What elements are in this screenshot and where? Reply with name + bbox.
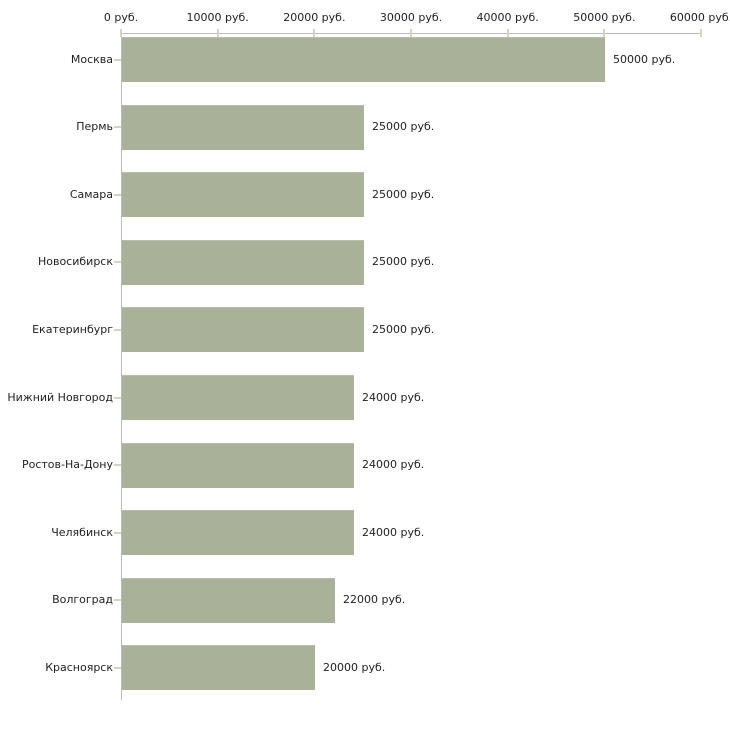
category-label: Новосибирск: [37, 255, 113, 269]
bar: [122, 172, 364, 218]
value-label: 25000 руб.: [372, 322, 435, 336]
bar: [122, 510, 354, 556]
category-label: Челябинск: [51, 525, 113, 539]
x-axis-tick: [120, 29, 122, 37]
x-axis-tick-label: 10000 руб.: [186, 11, 249, 24]
value-label: 24000 руб.: [362, 525, 425, 539]
bar: [122, 239, 364, 285]
value-label: 25000 руб.: [372, 120, 435, 134]
value-label: 25000 руб.: [372, 187, 435, 201]
category-label: Нижний Новгород: [7, 390, 113, 404]
category-tick: [114, 464, 121, 467]
category-tick: [114, 396, 121, 399]
category-label: Ростов-На-Дону: [21, 458, 113, 472]
x-axis-tick: [603, 29, 606, 37]
value-label: 22000 руб.: [343, 593, 406, 607]
x-axis-tick-label: 40000 руб.: [476, 11, 539, 24]
y-axis-line: [121, 33, 122, 700]
bar: [122, 37, 605, 82]
category-tick: [114, 193, 121, 196]
category-tick: [114, 599, 121, 602]
value-label: 20000 руб.: [323, 660, 386, 674]
category-tick: [114, 126, 121, 129]
category-tick: [114, 261, 121, 264]
x-axis-tick: [216, 29, 219, 37]
category-label: Самара: [69, 187, 113, 201]
category-label: Екатеринбург: [32, 322, 113, 336]
value-label: 50000 руб.: [613, 52, 676, 66]
x-axis-tick-label: 20000 руб.: [283, 11, 346, 24]
category-label: Москва: [70, 52, 113, 66]
x-axis-tick-label: 0 руб.: [103, 11, 139, 24]
bar: [122, 577, 335, 623]
bar: [122, 442, 354, 488]
bar: [122, 104, 364, 150]
category-tick: [114, 531, 121, 534]
value-label: 24000 руб.: [362, 390, 425, 404]
x-axis-tick: [700, 29, 702, 37]
bar: [122, 375, 354, 420]
category-tick: [114, 58, 121, 61]
category-label: Пермь: [76, 120, 113, 134]
x-axis-tick-label: 50000 руб.: [573, 11, 636, 24]
category-label: Красноярск: [45, 660, 113, 674]
x-axis-tick: [506, 29, 509, 37]
x-axis-tick-label: 30000 руб.: [379, 11, 443, 24]
category-tick: [114, 666, 121, 669]
value-label: 24000 руб.: [362, 458, 425, 472]
bar: [122, 307, 364, 353]
x-axis-tick: [410, 29, 412, 37]
x-axis-tick-label: 60000 руб.: [669, 11, 730, 24]
category-tick: [114, 328, 121, 331]
value-label: 25000 руб.: [372, 255, 435, 269]
category-label: Волгоград: [52, 593, 113, 607]
bar: [122, 645, 315, 691]
x-axis-tick: [313, 29, 316, 37]
